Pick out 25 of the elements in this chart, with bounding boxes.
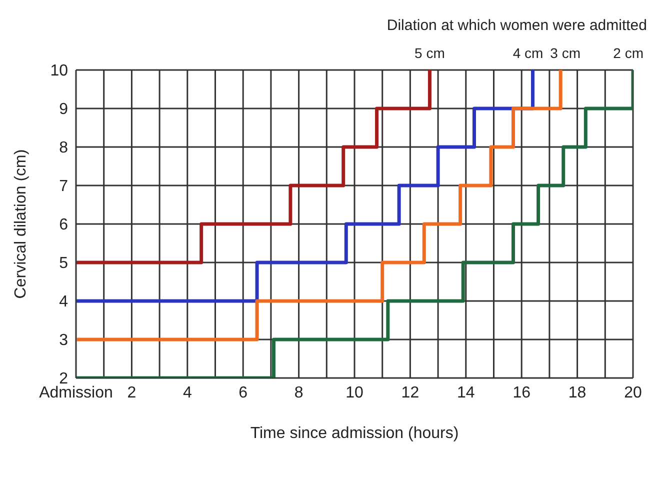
y-tick-label: 4 [59, 294, 68, 311]
x-tick-label: 4 [182, 384, 192, 402]
y-tick-label: 10 [50, 62, 68, 80]
x-tick-label: 6 [238, 384, 248, 402]
x-tick-label: 10 [346, 384, 364, 402]
x-tick-label: 20 [624, 384, 642, 402]
y-axis-title: Cervical dilation (cm) [12, 149, 30, 299]
series-label: 4 cm [512, 45, 544, 61]
x-tick-label: 8 [294, 384, 304, 402]
x-tick-label: 12 [401, 384, 420, 402]
x-axis-title: Time since admission (hours) [250, 425, 459, 442]
y-tick-label: 5 [59, 255, 68, 272]
x-tick-label: 2 [127, 384, 136, 402]
x-tick-label: 18 [568, 384, 586, 402]
y-tick-label: 7 [59, 178, 68, 196]
y-tick-label: 3 [59, 332, 68, 350]
x-tick-label: 16 [512, 384, 531, 402]
series-label: 3 cm [550, 45, 581, 61]
x-tick-label: 14 [457, 384, 475, 402]
y-tick-label: 8 [59, 140, 68, 157]
legend-title: Dilation at which women were admitted [386, 17, 647, 34]
y-tick-label: 6 [59, 216, 68, 234]
series-label: 5 cm [414, 45, 445, 61]
series-label: 2 cm [613, 45, 644, 61]
y-tick-label: 9 [59, 101, 68, 118]
